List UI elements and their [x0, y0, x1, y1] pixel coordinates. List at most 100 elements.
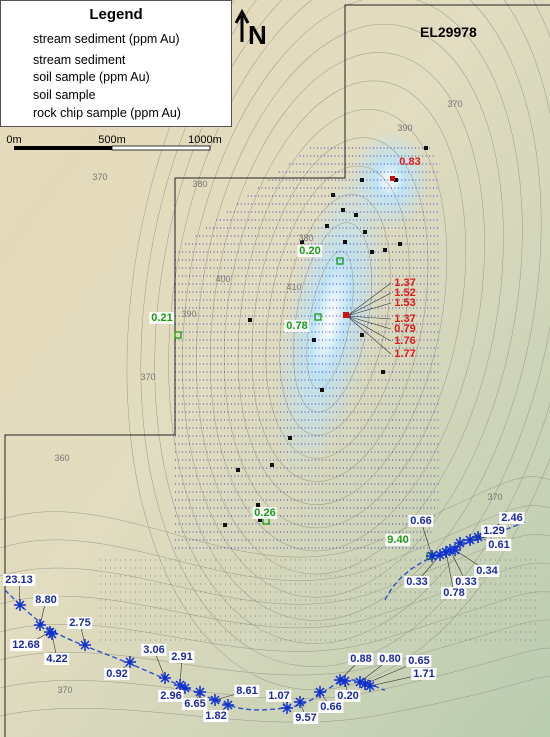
rock-chip-point	[248, 318, 252, 322]
rock-chip-point	[370, 250, 374, 254]
sample-marks	[14, 146, 484, 714]
north-label: N	[248, 20, 267, 50]
leader-line	[346, 315, 392, 320]
stream-value: 1.82	[203, 710, 229, 722]
stream-value: 2.46	[499, 512, 525, 524]
star-ray	[35, 620, 45, 630]
star-ray	[210, 695, 220, 705]
stream-value: 1.29	[481, 525, 507, 537]
stream-value: 0.34	[474, 565, 500, 577]
north-arrow	[234, 8, 250, 42]
rock-chip-value: 0.83	[399, 156, 421, 168]
star-ray	[175, 680, 185, 690]
leader-line	[346, 292, 392, 317]
stream-value: 8.61	[234, 685, 260, 697]
stream-value: 0.66	[318, 701, 344, 713]
stream-sample-point	[444, 544, 456, 556]
stream-value: 1.07	[266, 690, 292, 702]
rock-chip-value: 1.77	[394, 348, 416, 360]
star-ray	[160, 673, 170, 683]
star-ray	[427, 551, 437, 561]
stream-sample-point	[281, 702, 293, 714]
rock-chip-point	[288, 436, 292, 440]
rock-chip-point	[390, 176, 395, 181]
legend-item: soil sample (ppm Au)	[33, 70, 150, 84]
star-ray	[340, 676, 350, 686]
contour-label: 370	[92, 172, 108, 182]
legend-item: stream sediment (ppm Au)	[33, 32, 180, 46]
stream-value: 6.65	[182, 698, 208, 710]
rock-chip-point	[270, 463, 274, 467]
contour-line	[168, 0, 542, 621]
rock-chip-point	[424, 146, 428, 150]
star-ray	[223, 700, 233, 710]
stream-sample-point	[14, 599, 26, 611]
legend: Legend stream sediment (ppm Au) stream s…	[0, 0, 232, 127]
rock-chip-point	[325, 224, 329, 228]
contour-line	[154, 0, 550, 644]
stream-value: 12.68	[10, 639, 42, 651]
rock-chip-point	[320, 388, 324, 392]
star-ray	[47, 629, 57, 639]
stream-sample-point	[79, 639, 91, 651]
legend-item: stream sediment	[33, 53, 126, 67]
contour-label: 370	[487, 492, 503, 502]
contour-line	[0, 619, 550, 676]
stream-value: 1.71	[411, 668, 437, 680]
leader-line	[346, 302, 392, 317]
rock-chip-value: 1.52	[394, 287, 416, 299]
stream-value: 0.92	[104, 668, 130, 680]
leader-line	[346, 315, 392, 330]
scale-label: 500m	[98, 134, 126, 146]
contour-line	[223, 80, 466, 529]
contour-line	[0, 476, 550, 558]
rock-chip-point	[363, 230, 367, 234]
leader-line	[346, 282, 392, 317]
legend-title: Legend	[89, 6, 143, 23]
leader-line	[445, 551, 455, 594]
tenement-label: EL29978	[420, 24, 477, 40]
rock-chip-value: 1.37	[394, 313, 416, 325]
contour-line	[126, 0, 550, 691]
contour-label: 390	[181, 309, 197, 319]
stream-sample-point	[426, 550, 438, 562]
stream-value: 0.78	[441, 587, 467, 599]
soil-value: 0.20	[297, 245, 323, 257]
contour-line	[0, 562, 550, 629]
stream-value: 0.33	[453, 576, 479, 588]
soil-value: 0.26	[252, 507, 278, 519]
stream-sample-point	[46, 628, 58, 640]
star-ray	[80, 640, 90, 650]
rock-chip-point	[312, 338, 316, 342]
stream-sample-point	[339, 675, 351, 687]
contour-line	[265, 165, 410, 459]
scale-bar	[111, 145, 211, 151]
rock-chip-point	[331, 193, 335, 197]
stream-sample-point	[314, 686, 326, 698]
rock-chip-point	[354, 213, 358, 217]
stream-sample-point	[159, 672, 171, 684]
contour-label: 370	[57, 685, 73, 695]
rock-chip-point	[343, 240, 347, 244]
stream-value: 4.22	[44, 653, 70, 665]
soil-point	[174, 331, 182, 339]
star-ray	[360, 679, 370, 689]
stream-sample-point	[364, 680, 376, 692]
contour-line	[0, 675, 550, 723]
rock-chip-point	[360, 178, 364, 182]
stream-sample-point	[222, 699, 234, 711]
rock-chip-point	[381, 370, 385, 374]
rock-chip-point	[383, 248, 387, 252]
stream-value: 0.61	[486, 539, 512, 551]
scale-bar	[14, 146, 112, 150]
stream-value: 0.80	[377, 653, 403, 665]
leader-line	[346, 315, 392, 355]
contour-label: 370	[140, 372, 156, 382]
stream-value: 0.65	[406, 655, 432, 667]
contour-label: 410	[286, 282, 302, 292]
contour-label: 380	[298, 233, 314, 243]
legend-item: soil sample	[33, 88, 96, 102]
stream-value: 0.20	[335, 690, 361, 702]
